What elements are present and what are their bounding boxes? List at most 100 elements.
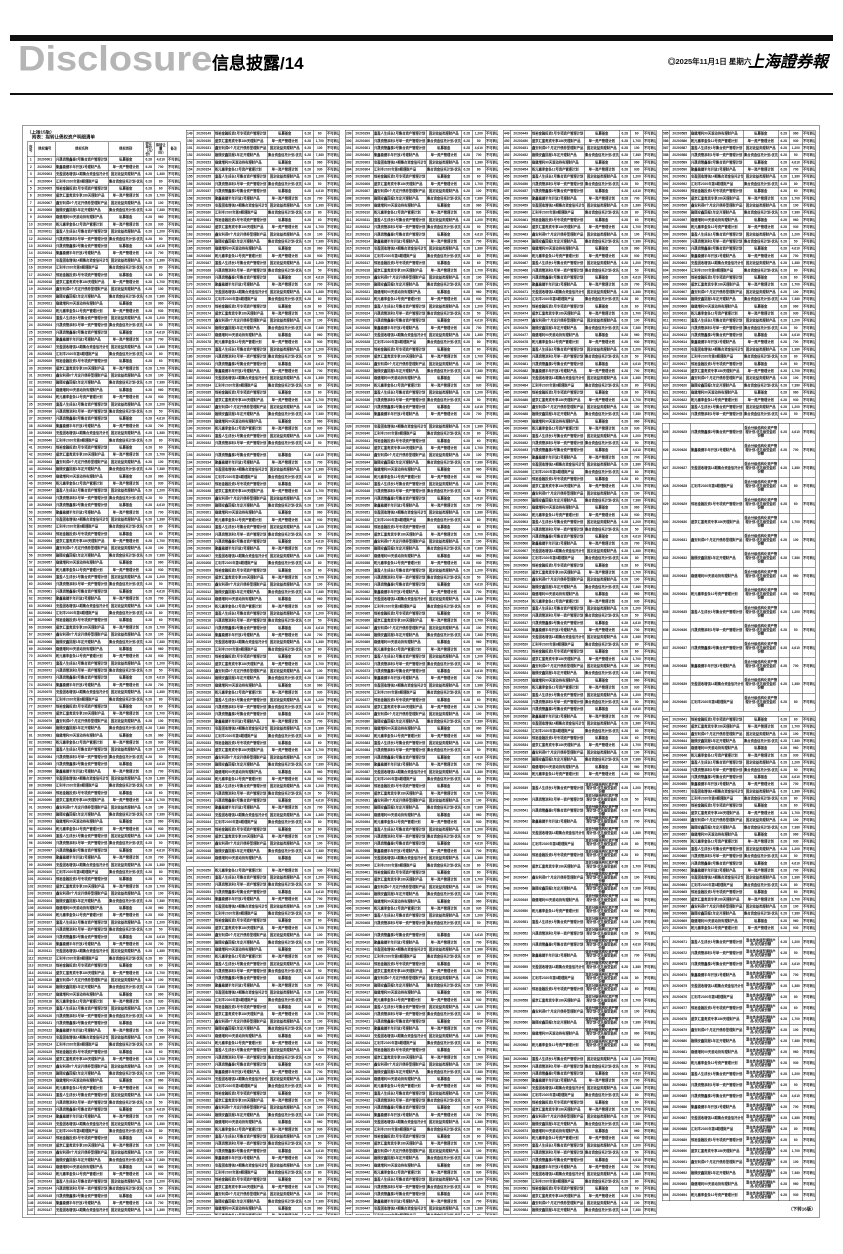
table-cell-cat: 集合资金信托计划-优先级 xyxy=(266,1025,303,1033)
table-cell-price: 6.28 xyxy=(301,130,314,138)
table-cell-name: 盛京汇富贵宾专享186天理财产品 xyxy=(213,1183,268,1192)
table-cell-price: 6.28 xyxy=(778,309,790,318)
table-cell-cat: 私募基金 xyxy=(108,1019,144,1028)
table-cell-cat: 单一资产管理计划 xyxy=(266,1039,303,1048)
table-cell-code: 20200425 xyxy=(351,1046,374,1055)
table-cell-qty: 60 xyxy=(312,739,327,748)
table-row: 587 20200587 富盈人生成长1号集合资产管理计划 固定收益类理财产品 6.28… xyxy=(662,144,816,153)
table-cell-note: 不可转让 xyxy=(325,317,340,325)
table-cell-qty: 100 xyxy=(630,1113,644,1121)
table-cell-cat: 单一资产管理计划 xyxy=(266,137,303,145)
table-row: 60 20200060 兴晟资管添利1号单一资产管理计划 集合资金信托计划-优先级 6.… xyxy=(27,580,181,589)
table-cell-code: 20200070 xyxy=(34,652,56,661)
column-header-cell: 转让单价 （元/份） xyxy=(143,141,155,157)
table-cell-price: 6.28 xyxy=(778,338,790,347)
table-cell-note: 不可转让 xyxy=(325,1168,340,1177)
table-cell-qty: 4,610 xyxy=(154,1105,168,1114)
table-cell-seq: 166 xyxy=(185,252,194,261)
table-cell-note: 不可转让 xyxy=(643,712,657,721)
table-cell-code: 20200543 xyxy=(510,827,532,839)
table-row: 268 20200268 汇利丰2020年第8期理财产品 集合资金信托计划-优先级 6.… xyxy=(185,996,340,1004)
table-row: 389 20200389 恒裕金融投资1号专项资产管理计划 私募基金 6.28 60 不可转… xyxy=(344,782,499,791)
table-row: 91 20200091 鑫安利得6个月定开债券型理财产品 固定收益类理财产品 6.28 1… xyxy=(27,803,181,812)
table-cell-note: 不可转让 xyxy=(643,417,657,426)
table-cell-price: 6.28 xyxy=(460,465,473,474)
table-cell-price: 6.28 xyxy=(619,381,631,390)
table-row: 197 20200197 恒裕金融投资1号专项资产管理计划 私募基金 6.28 60 不可转… xyxy=(185,480,340,489)
table-cell-cat: 私募基金 xyxy=(108,1105,144,1114)
table-cell-cat: 单一资产管理计划 xyxy=(266,631,303,640)
table-cell-note: 不可转让 xyxy=(325,473,340,481)
table-cell-code: 20200417 xyxy=(351,989,374,997)
table-cell-cat: 私募基金 xyxy=(584,158,620,167)
table-cell-code: 20200045 xyxy=(34,472,56,481)
table-cell-code: 20200216 xyxy=(192,617,215,625)
table-cell-name: 汇利丰2020年第8期理财产品 xyxy=(213,818,268,827)
table-cell-name: 兴晟资管鑫泰2号集合资产管理计划 xyxy=(372,403,427,412)
table-cell-code: 20200311 xyxy=(351,216,374,225)
table-cell-code: 20200424 xyxy=(351,1039,374,1048)
table-cell-name: 稳健增利90天滚动持有理财产品 xyxy=(213,331,268,340)
table-cell-qty: 1,200 xyxy=(630,173,644,181)
table-cell-price: 6.28 xyxy=(619,755,631,764)
table-cell-price: 6.28 xyxy=(460,1176,473,1184)
table-cell-cat: 私募基金 xyxy=(425,374,462,383)
table-cell-seq: 214 xyxy=(185,602,194,611)
table-cell-price: 6.28 xyxy=(143,969,155,977)
table-cell-qty: 80 xyxy=(154,1213,168,1215)
table-cell-cat: 固定收益类理财产品 xyxy=(108,199,144,207)
table-cell-price: 6.28 xyxy=(143,1163,155,1172)
table-cell-seq: 80 xyxy=(27,724,35,733)
table-cell-name: 富盈人生成长1号集合资产管理计划 xyxy=(531,782,585,795)
table-row: 65 20200065 恒裕金融投资1号专项资产管理计划 私募基金 6.28 60 不可转让 xyxy=(27,616,181,625)
table-cell-cat: 集合资金信托计划-优先级 xyxy=(584,324,620,332)
table-cell-seq: 177 xyxy=(185,331,194,340)
table-cell-code: 20200340 xyxy=(351,430,374,438)
table-row: 126 20200126 盛京汇富贵宾专享186天理财产品 单一资产管理计划 6.28 1… xyxy=(27,1055,181,1064)
table-cell-name: 盛京汇富贵宾专享186天理财产品 xyxy=(531,655,585,663)
table-cell-note: 不可转让 xyxy=(643,1039,657,1052)
table-cell-seq: 368 xyxy=(344,631,353,640)
table-cell-seq: 293 xyxy=(185,1176,194,1184)
table-cell-note: 不可转让 xyxy=(643,583,657,592)
table-cell-note: 不可转让 xyxy=(484,130,499,138)
table-cell-qty: 100 xyxy=(630,871,644,884)
table-cell-note: 不可转让 xyxy=(484,840,499,848)
table-cell-code: 20200268 xyxy=(192,996,215,1004)
table-row: 267 20200267 安盈固收增强14期集合资金信托计划 固定收益类理财产品 6.2… xyxy=(185,989,340,997)
table-cell-note: 不可转让 xyxy=(325,530,340,539)
table-row: 156 20200156 兴晟资管添利1号单一资产管理计划 集合资金信托计划-优先级 6… xyxy=(185,180,340,189)
table-cell-code: 20200317 xyxy=(351,259,374,268)
table-cell-code: 20200366 xyxy=(351,617,374,625)
table-cell-code: 20200500 xyxy=(510,496,532,505)
table-cell-qty: 7,380 xyxy=(471,1154,486,1163)
table-cell-name: 稳健增利90天滚动持有理财产品 xyxy=(213,768,268,776)
table-cell-seq: 225 xyxy=(185,681,194,690)
table-cell-cat: 混合分级结构化资产管理计划-优先级受益权份额 xyxy=(584,938,620,951)
table-cell-qty: 7,380 xyxy=(630,1120,644,1128)
table-cell-cat: 集合资金信托计划-优先级 xyxy=(108,1069,144,1078)
table-cell-seq: 376 xyxy=(344,689,353,697)
table-cell-code: 20200200 xyxy=(192,501,215,510)
table-row: 164 20200164 融颐安鑫回报1年定开理财产品 集合资金信托计划-优先级 6.2… xyxy=(185,237,340,246)
table-cell-price: 6.28 xyxy=(301,873,314,882)
table-cell-price: 6.28 xyxy=(143,1127,155,1136)
table-cell-note: 不可转让 xyxy=(643,894,657,906)
table-cell-seq: 413 xyxy=(344,960,353,968)
table-cell-qty: 700 xyxy=(471,151,486,160)
table-cell-name: 汇利丰2020年第8期理财产品 xyxy=(213,1168,268,1177)
table-cell-price: 6.28 xyxy=(143,702,155,711)
table-cell-note: 不可转让 xyxy=(325,1204,340,1213)
table-cell-cat: 混合分级结构化资产管理计划-优先级受益权份额 xyxy=(584,1039,620,1052)
table-cell-cat: 私募基金 xyxy=(584,676,620,685)
table-cell-cat: 私募基金 xyxy=(266,187,303,196)
table-cell-price: 6.28 xyxy=(619,972,631,985)
table-cell-code: 20200589 xyxy=(669,158,691,167)
table-cell-name: 融颐安鑫回报1年定开理财产品 xyxy=(213,410,268,419)
table-cell-cat: 私募基金 xyxy=(266,653,303,661)
table-cell-note: 不可转让 xyxy=(484,996,499,1004)
table-cell-note: 不可转让 xyxy=(167,717,181,726)
table-row: 206 20200206 聚鑫稳健半年开放1号理财产品 单一资产管理计划 6.28 700… xyxy=(185,545,340,553)
table-cell-code: 20200545 xyxy=(510,849,532,862)
table-cell-code: 20200434 xyxy=(351,1111,374,1120)
